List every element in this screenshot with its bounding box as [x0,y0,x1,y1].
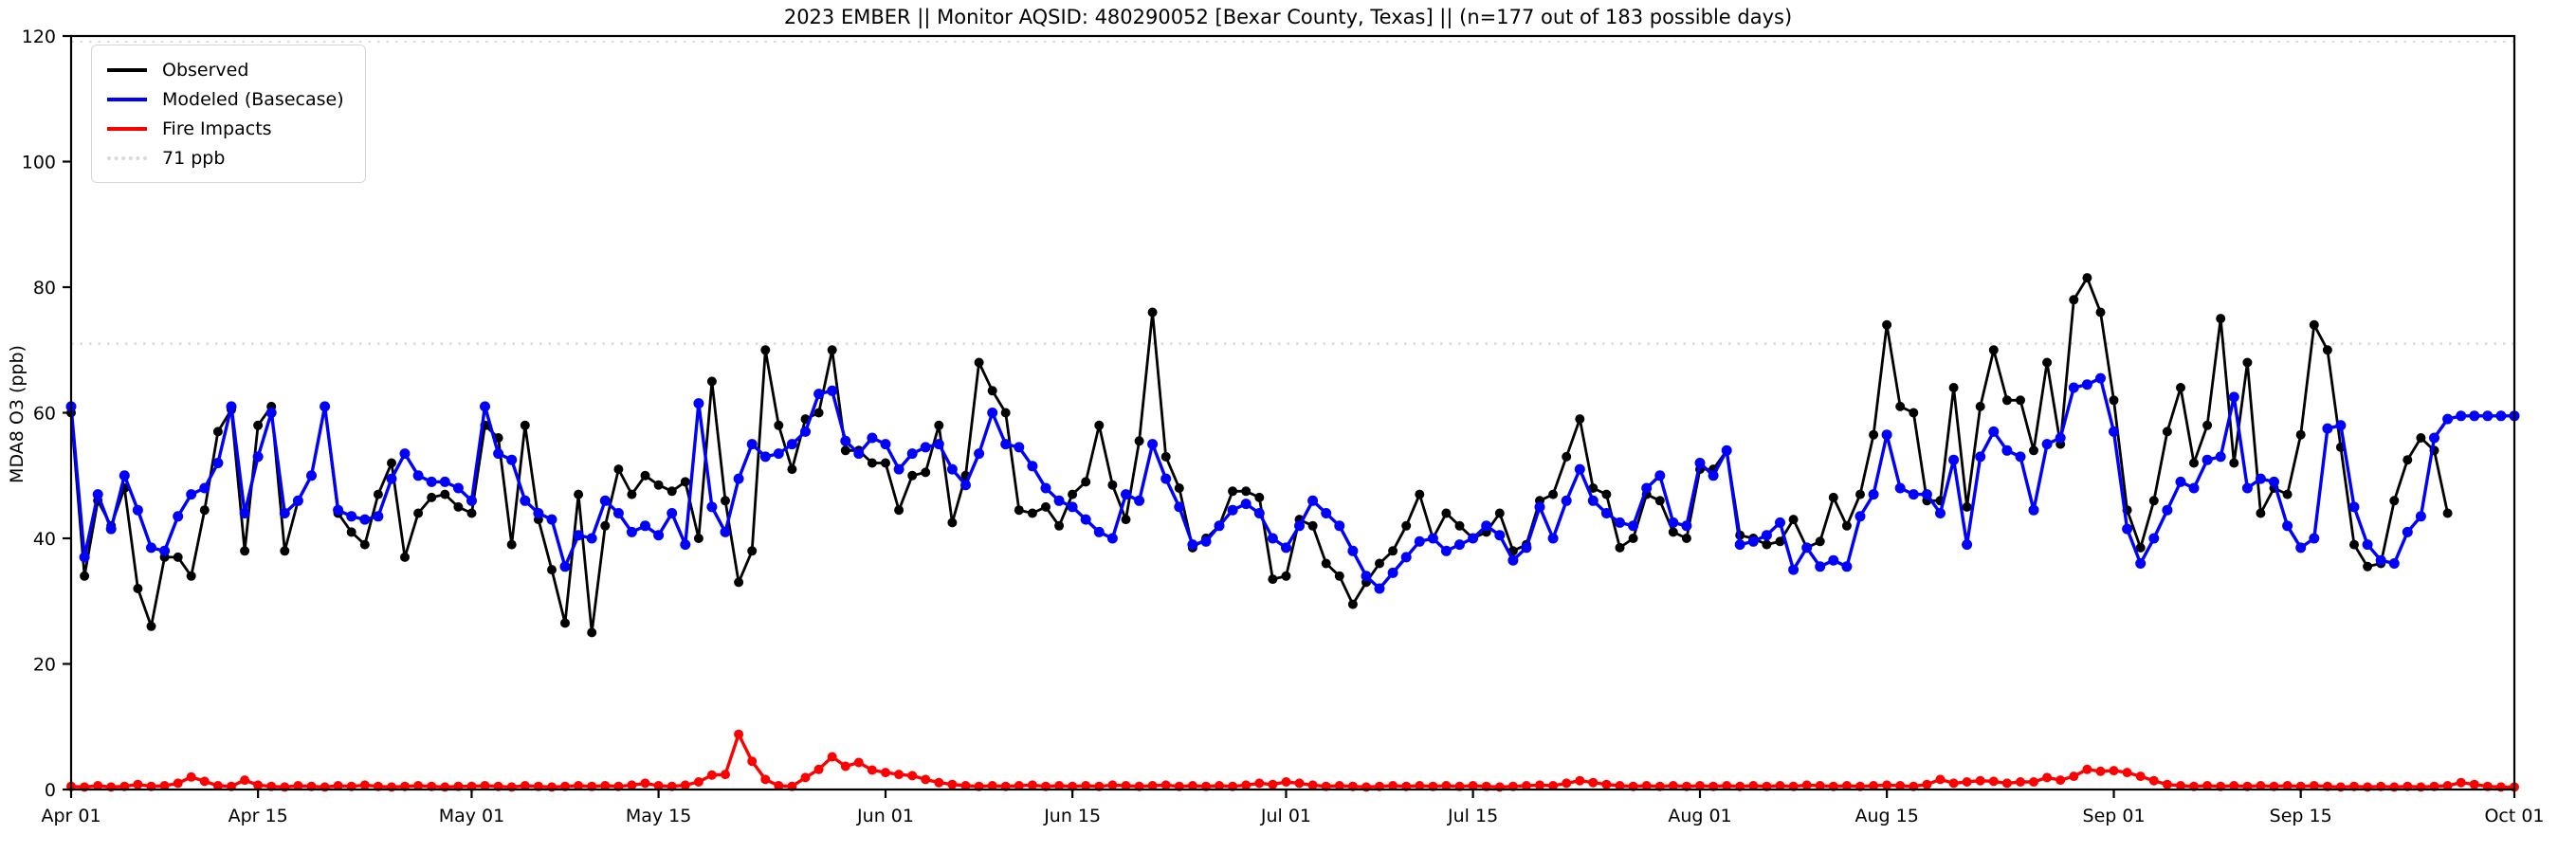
svg-text:Sep 15: Sep 15 [2270,806,2332,826]
fire-line-swatch [107,126,147,131]
legend-label-modeled: Modeled (Basecase) [162,88,344,110]
legend: Observed Modeled (Basecase) Fire Impacts… [91,45,366,183]
svg-text:Sep 01: Sep 01 [2083,806,2146,826]
reference-line-swatch [107,155,147,160]
chart-title: 2023 EMBER || Monitor AQSID: 480290052 [… [783,6,1793,28]
series-fire-impacts [66,729,2519,792]
svg-text:Oct 01: Oct 01 [2484,806,2544,826]
svg-text:100: 100 [22,153,56,173]
svg-text:80: 80 [33,278,56,299]
svg-text:40: 40 [33,529,56,550]
svg-text:120: 120 [22,27,56,47]
series-observed [66,273,2453,638]
legend-label-observed: Observed [162,59,249,81]
series-modeled-basecase- [65,372,2520,594]
svg-text:Jul 15: Jul 15 [1447,806,1498,826]
legend-item-fire: Fire Impacts [107,114,344,143]
svg-text:Jun 15: Jun 15 [1043,806,1101,826]
svg-text:Aug 01: Aug 01 [1668,806,1731,826]
svg-text:May 15: May 15 [626,806,692,826]
x-axis-ticks: Apr 01 Apr 15 May 01 May 15 Jun 01 Jun 15 Jul … [41,789,2545,826]
svg-text:Aug 15: Aug 15 [1854,806,1918,826]
svg-text:Apr 01: Apr 01 [41,806,100,826]
plot-border [69,34,2516,791]
svg-text:Jun 01: Jun 01 [856,806,914,826]
legend-item-observed: Observed [107,55,344,84]
svg-text:Apr 15: Apr 15 [228,806,288,826]
legend-item-modeled: Modeled (Basecase) [107,84,344,114]
svg-text:0: 0 [45,780,56,801]
legend-item-reference: 71 ppb [107,143,344,172]
svg-text:Jul 01: Jul 01 [1260,806,1311,826]
legend-label-fire: Fire Impacts [162,118,272,139]
observed-line-swatch [107,67,147,72]
svg-text:60: 60 [33,404,56,425]
y-axis-ticks: 0 20 40 60 80 100 120 [22,27,71,801]
svg-text:20: 20 [33,655,56,676]
svg-text:May 01: May 01 [439,806,505,826]
modeled-line-swatch [107,97,147,101]
legend-label-reference: 71 ppb [162,147,226,169]
